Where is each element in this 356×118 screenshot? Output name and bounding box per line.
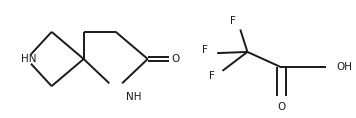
Text: F: F [202, 45, 208, 55]
Text: O: O [171, 54, 179, 64]
Text: NH: NH [126, 92, 141, 102]
Text: F: F [209, 71, 215, 81]
Text: OH: OH [336, 62, 352, 72]
Text: F: F [230, 16, 236, 26]
Text: O: O [277, 102, 286, 112]
Text: HN: HN [21, 54, 37, 64]
